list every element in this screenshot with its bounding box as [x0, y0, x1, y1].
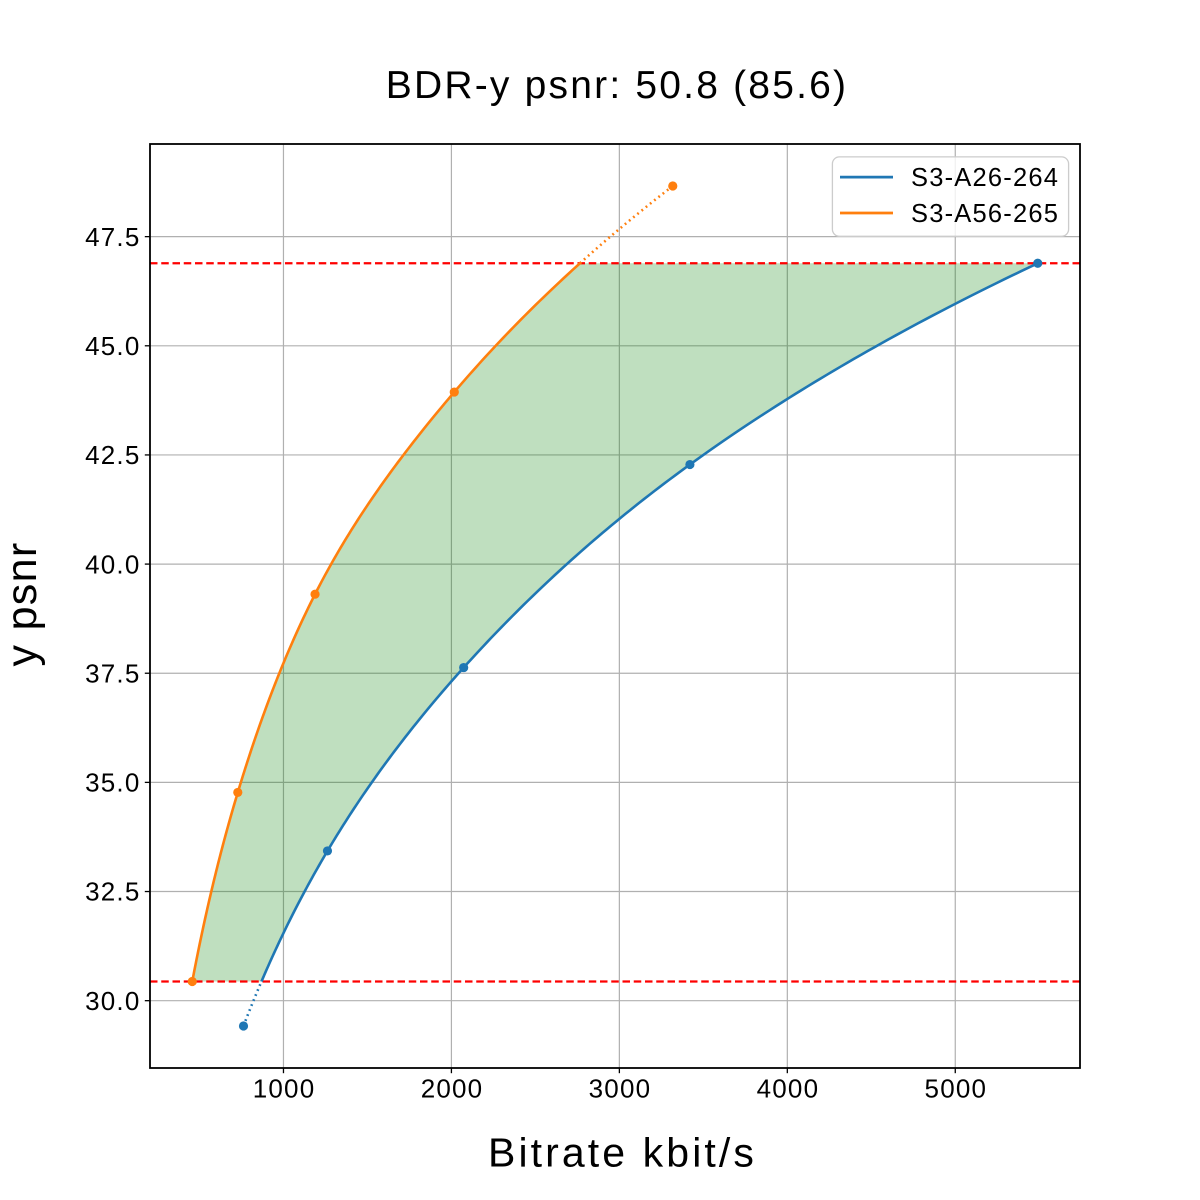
svg-text:30.0: 30.0: [85, 986, 140, 1016]
svg-text:3000: 3000: [589, 1073, 652, 1103]
svg-text:1000: 1000: [253, 1073, 316, 1103]
svg-text:Bitrate kbit/s: Bitrate kbit/s: [488, 1130, 757, 1176]
svg-text:S3-A56-265: S3-A56-265: [911, 200, 1059, 228]
svg-text:2000: 2000: [421, 1073, 484, 1103]
svg-text:BDR-y psnr: 50.8 (85.6): BDR-y psnr: 50.8 (85.6): [386, 64, 848, 107]
svg-text:47.5: 47.5: [85, 222, 140, 252]
svg-text:y psnr: y psnr: [0, 542, 46, 667]
svg-text:32.5: 32.5: [85, 877, 140, 907]
svg-text:45.0: 45.0: [85, 331, 140, 361]
svg-text:42.5: 42.5: [85, 440, 140, 470]
svg-text:S3-A26-264: S3-A26-264: [911, 164, 1059, 192]
svg-text:37.5: 37.5: [85, 658, 140, 688]
svg-text:4000: 4000: [757, 1073, 820, 1103]
svg-text:40.0: 40.0: [85, 549, 140, 579]
svg-text:35.0: 35.0: [85, 768, 140, 798]
svg-text:5000: 5000: [925, 1073, 988, 1103]
